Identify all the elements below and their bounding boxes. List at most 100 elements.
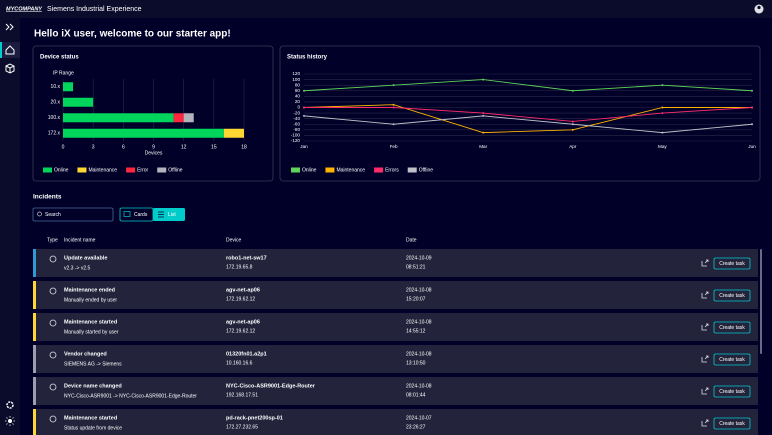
x-tick-label: 3	[92, 144, 95, 150]
search-box[interactable]	[32, 207, 114, 222]
line-point	[392, 103, 395, 106]
legend-label: Errors	[385, 167, 399, 173]
open-icon[interactable]	[701, 387, 709, 395]
nav-settings[interactable]	[6, 401, 14, 409]
device-name: robo1-net-sw17	[226, 255, 267, 261]
chart-title: Status history	[287, 55, 328, 61]
bar-segment	[223, 128, 244, 138]
line-point	[482, 112, 485, 115]
incident-date: 2024-10-08	[406, 287, 432, 293]
status-stripe	[33, 409, 36, 435]
line-series	[303, 79, 753, 92]
y-tick-label: -20	[293, 110, 300, 115]
line-series	[303, 104, 752, 134]
line-point	[751, 89, 753, 92]
nav-theme[interactable]	[8, 419, 12, 423]
create-task-button[interactable]	[713, 289, 751, 302]
line-point	[661, 84, 664, 87]
status-stripe	[33, 313, 36, 341]
incident-time: 14:55:12	[406, 328, 426, 334]
avatar-head	[757, 5, 761, 10]
x-tick-label: Mar	[479, 144, 487, 149]
type-icon	[49, 383, 57, 391]
y-tick-label: -40	[293, 116, 300, 121]
y-tick-label: 40	[295, 94, 301, 99]
line-point	[482, 131, 485, 134]
bar-segment	[63, 97, 94, 107]
legend-swatch	[43, 167, 52, 173]
bar-segment	[63, 128, 224, 138]
nav-active-indicator	[0, 42, 2, 58]
device-name: agv-net-ap06	[226, 319, 260, 325]
x-tick-label: 15	[211, 144, 217, 150]
line-point	[482, 78, 485, 81]
incident-row[interactable]	[33, 345, 758, 373]
y-tick-label: 20.x	[51, 100, 61, 106]
legend-swatch	[407, 167, 417, 173]
bar-segment	[63, 82, 74, 92]
cards-icon	[123, 211, 131, 217]
status-history-panel	[279, 45, 761, 182]
x-tick-label: 6	[122, 144, 125, 150]
view-label: Cards	[134, 212, 148, 218]
incident-row[interactable]	[33, 249, 758, 277]
device-ip: 192.168.17.51	[226, 392, 258, 398]
open-icon[interactable]	[701, 259, 709, 267]
create-task-button[interactable]	[713, 353, 751, 366]
line-point	[303, 114, 305, 117]
create-task-button[interactable]	[713, 417, 751, 430]
status-stripe	[33, 345, 36, 373]
y-tick-label: 80	[295, 82, 301, 87]
incident-title: Update available	[64, 255, 107, 261]
column-header: Incident name	[64, 237, 96, 243]
open-icon[interactable]	[701, 323, 709, 331]
device-ip: 172.19.65.8	[226, 264, 253, 270]
incident-date: 2024-10-08	[406, 319, 432, 325]
device-ip: 10.160.16.6	[226, 360, 253, 366]
y-tick-label: 120	[292, 71, 300, 76]
line-point	[661, 112, 664, 115]
line-point	[392, 84, 395, 87]
y-tick-label: 60	[295, 88, 301, 93]
type-icon	[49, 287, 57, 295]
line-point	[392, 106, 395, 109]
legend-label: Error	[137, 167, 148, 173]
incident-row[interactable]	[33, 377, 758, 405]
search-icon	[37, 211, 42, 217]
line-point	[303, 89, 305, 92]
open-icon[interactable]	[701, 419, 709, 427]
incident-row[interactable]	[33, 313, 758, 341]
column-header: Type	[47, 237, 58, 243]
nav-devices[interactable]	[5, 63, 15, 74]
view-label: List	[168, 212, 176, 218]
legend-label: Maintenance	[336, 167, 365, 173]
nav-home[interactable]	[5, 45, 15, 55]
create-task-button[interactable]	[713, 385, 751, 398]
button-label: Create task	[719, 357, 745, 363]
incident-row[interactable]	[33, 409, 758, 435]
device-name: 01320fn01.a2p1	[226, 351, 267, 357]
open-icon[interactable]	[701, 291, 709, 299]
create-task-button[interactable]	[713, 321, 751, 334]
x-tick-label: Apr	[569, 144, 577, 149]
line-point	[482, 114, 485, 117]
x-tick-label: 0	[62, 144, 65, 150]
incident-title: Maintenance started	[64, 319, 117, 325]
legend-label: Online	[302, 167, 317, 173]
device-ip: 172.19.62.12	[226, 328, 255, 334]
legend-label: Offline	[168, 167, 183, 173]
button-label: Create task	[719, 293, 745, 299]
view-toggle-list[interactable]	[153, 208, 185, 221]
nav-expand[interactable]	[5, 23, 14, 31]
line-point	[661, 131, 664, 134]
legend-label: Maintenance	[88, 167, 117, 173]
status-stripe	[33, 377, 36, 405]
button-label: Create task	[719, 421, 745, 427]
x-tick-label: 18	[241, 144, 247, 150]
open-icon[interactable]	[701, 355, 709, 363]
incident-row[interactable]	[33, 281, 758, 309]
incident-detail: Manually ended by user	[64, 297, 117, 303]
list-icon	[158, 211, 164, 218]
create-task-button[interactable]	[713, 257, 751, 270]
